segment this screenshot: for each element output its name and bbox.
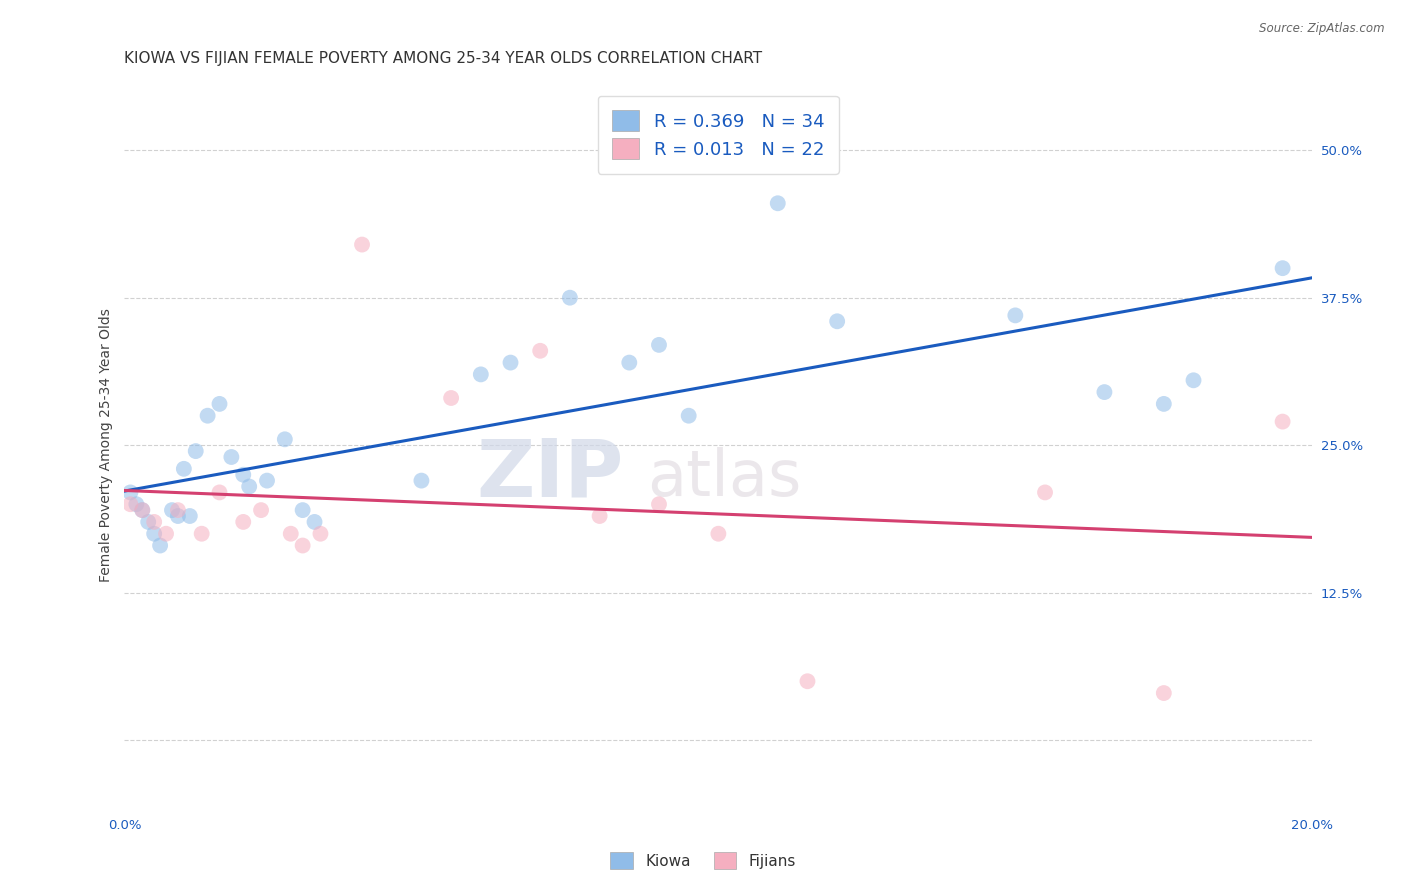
Point [125,497,148,511]
Text: Source: ZipAtlas.com: Source: ZipAtlas.com [1260,22,1385,36]
Point [208,397,231,411]
Point [155,526,177,541]
Y-axis label: Female Poverty Among 25-34 Year Olds: Female Poverty Among 25-34 Year Olds [100,309,114,582]
Point [167,508,190,523]
Point [648,338,671,352]
Legend: Kiowa, Fijians: Kiowa, Fijians [603,846,803,875]
Text: atlas: atlas [647,447,801,509]
Point [184,444,207,458]
Point [160,503,183,517]
Point [232,467,254,482]
Point [131,503,153,517]
Point [825,314,848,328]
Point [1271,415,1294,429]
Point [280,526,302,541]
Point [588,508,610,523]
Point [120,485,142,500]
Legend: R = 0.369   N = 34, R = 0.013   N = 22: R = 0.369 N = 34, R = 0.013 N = 22 [598,95,839,174]
Point [1271,261,1294,276]
Point [143,526,166,541]
Point [766,196,789,211]
Point [1153,686,1175,700]
Point [499,355,522,369]
Point [678,409,700,423]
Point [1004,309,1026,323]
Point [250,503,273,517]
Point [1033,485,1056,500]
Text: KIOWA VS FIJIAN FEMALE POVERTY AMONG 25-34 YEAR OLDS CORRELATION CHART: KIOWA VS FIJIAN FEMALE POVERTY AMONG 25-… [125,51,762,66]
Point [136,515,159,529]
Point [1153,397,1175,411]
Point [149,539,172,553]
Point [350,237,373,252]
Point [1182,373,1205,387]
Point [648,497,671,511]
Point [179,508,201,523]
Point [197,409,219,423]
Point [221,450,243,464]
Point [208,485,231,500]
Point [173,462,195,476]
Point [1094,385,1116,400]
Text: ZIP: ZIP [477,435,623,514]
Point [619,355,641,369]
Point [470,368,492,382]
Point [232,515,254,529]
Point [238,479,260,493]
Point [304,515,326,529]
Point [529,343,551,358]
Point [131,503,153,517]
Point [274,432,297,446]
Point [558,291,581,305]
Point [291,539,314,553]
Point [167,503,190,517]
Point [291,503,314,517]
Point [143,515,166,529]
Point [411,474,433,488]
Point [309,526,332,541]
Point [256,474,278,488]
Point [440,391,463,405]
Point [796,674,818,689]
Point [190,526,212,541]
Point [120,497,142,511]
Point [707,526,730,541]
